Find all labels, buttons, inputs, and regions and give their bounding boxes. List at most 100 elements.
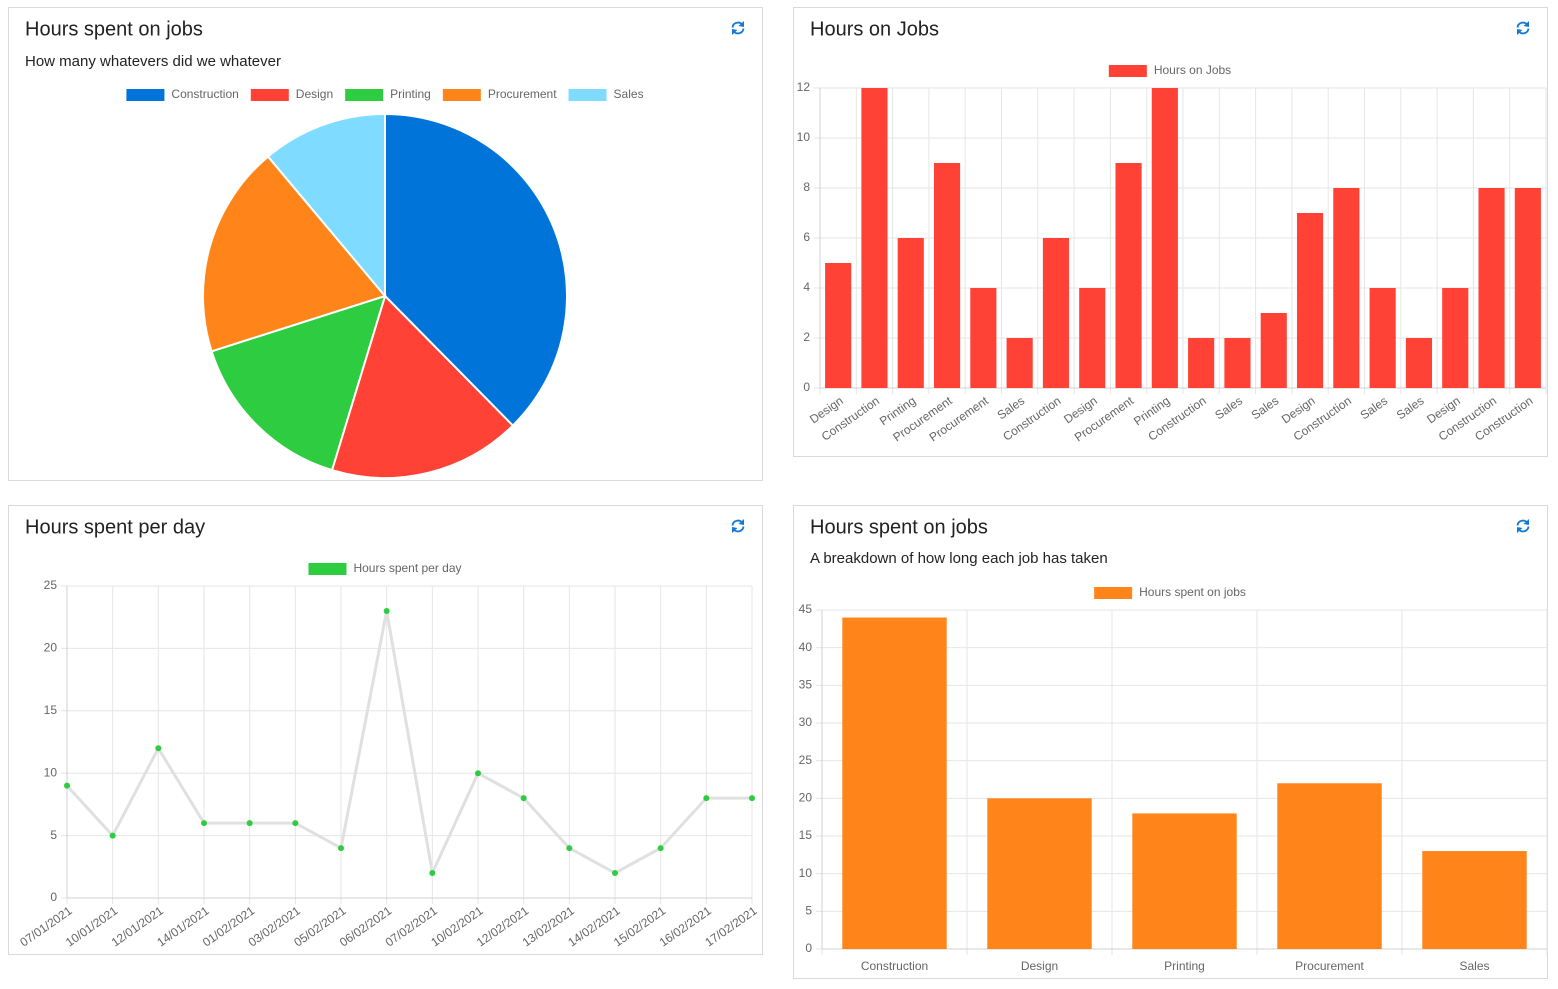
y-tick-label: 0	[803, 380, 810, 394]
x-tick-label: Sales	[1459, 959, 1489, 973]
pie-slice	[330, 294, 515, 479]
refresh-button[interactable]	[1516, 21, 1530, 35]
legend: Hours on Jobs	[1108, 63, 1231, 77]
y-tick-label: 25	[799, 753, 813, 767]
x-tick-label: Printing	[1164, 959, 1205, 973]
legend: Hours spent on jobs	[1094, 585, 1246, 599]
y-tick-label: 25	[44, 578, 58, 592]
bar	[1478, 188, 1505, 388]
point	[246, 820, 253, 827]
y-tick-label: 0	[805, 941, 812, 955]
refresh-button[interactable]	[1516, 519, 1530, 533]
y-tick-label: 10	[44, 765, 58, 779]
panel	[8, 505, 763, 955]
y-tick-label: 15	[799, 828, 813, 842]
point	[201, 820, 207, 827]
y-tick-label: 15	[44, 703, 58, 717]
bar	[825, 263, 852, 388]
bar	[1079, 288, 1106, 388]
y-tick-label: 35	[799, 678, 813, 692]
legend-label: Hours on Jobs	[1154, 63, 1231, 77]
legend: Hours spent per day	[308, 561, 462, 575]
y-tick-label: 0	[50, 890, 57, 904]
point	[657, 845, 664, 852]
y-tick-label: 10	[799, 866, 813, 880]
bar	[1151, 88, 1178, 388]
legend-label: Construction	[171, 87, 238, 101]
legend-swatch	[442, 89, 481, 101]
y-tick-label: 5	[50, 828, 57, 842]
chart-title: Hours spent on jobs	[25, 18, 203, 40]
refresh-button[interactable]	[731, 519, 745, 533]
bar	[1132, 813, 1237, 949]
point	[292, 820, 299, 827]
chart-title: Hours spent per day	[25, 516, 205, 538]
point	[155, 745, 162, 752]
bar	[842, 617, 947, 949]
legend-swatch	[250, 89, 289, 101]
bar	[897, 238, 924, 388]
bar	[1422, 851, 1527, 949]
point	[338, 845, 344, 852]
chart-subtitle: A breakdown of how long each job has tak…	[810, 550, 1108, 567]
chart-title: Hours on Jobs	[810, 18, 939, 40]
bar	[1514, 188, 1541, 388]
bar	[933, 163, 961, 388]
bar	[1006, 338, 1033, 388]
legend-label: Printing	[390, 87, 431, 101]
bar	[987, 798, 1092, 949]
bar	[1277, 783, 1382, 949]
bar	[1296, 213, 1324, 388]
point	[520, 795, 527, 802]
bar	[1405, 338, 1433, 388]
legend-swatch	[126, 89, 165, 101]
legend-swatch	[1094, 587, 1133, 599]
bar	[1115, 163, 1142, 388]
bar	[1369, 288, 1396, 388]
y-tick-label: 2	[803, 330, 810, 344]
legend-swatch	[308, 563, 347, 575]
pie-slice	[266, 112, 386, 299]
legend-label: Hours spent per day	[353, 561, 461, 575]
y-tick-label: 40	[799, 640, 813, 654]
legend-label: Hours spent on jobs	[1139, 585, 1246, 599]
bar	[861, 88, 888, 388]
y-tick-label: 4	[803, 280, 810, 294]
bar	[1333, 188, 1360, 388]
bar	[1442, 288, 1469, 388]
legend-label: Design	[296, 87, 333, 101]
y-tick-label: 20	[44, 641, 58, 655]
point	[703, 795, 710, 802]
y-tick-label: 12	[797, 80, 811, 94]
line	[65, 610, 752, 879]
x-tick-label: Design	[1021, 959, 1058, 973]
chart-subtitle: How many whatevers did we whatever	[25, 53, 281, 70]
point	[64, 782, 70, 789]
y-tick-label: 5	[805, 904, 812, 918]
legend-swatch	[345, 89, 384, 101]
chart-title: Hours spent on jobs	[810, 516, 988, 538]
point	[429, 870, 436, 877]
legend: Construction Design Printing Procurement Sal…	[126, 87, 644, 101]
point	[566, 845, 573, 852]
y-tick-label: 30	[799, 715, 813, 729]
bar	[970, 288, 997, 388]
bar	[1042, 238, 1070, 388]
bar	[1188, 338, 1215, 388]
y-tick-label: 20	[799, 791, 813, 805]
legend-label: Procurement	[488, 87, 557, 101]
point	[475, 770, 481, 777]
pie-slice	[202, 155, 387, 353]
legend-label: Sales	[614, 87, 644, 101]
y-tick-label: 8	[803, 180, 810, 194]
y-tick-label: 6	[803, 230, 810, 244]
legend-swatch	[1108, 65, 1147, 77]
x-tick-label: Construction	[861, 959, 928, 973]
y-tick-label: 10	[797, 130, 811, 144]
refresh-button[interactable]	[731, 21, 745, 35]
legend-swatch	[568, 89, 607, 101]
pie-slice	[384, 112, 568, 427]
point	[749, 795, 755, 802]
bar	[1224, 338, 1251, 388]
